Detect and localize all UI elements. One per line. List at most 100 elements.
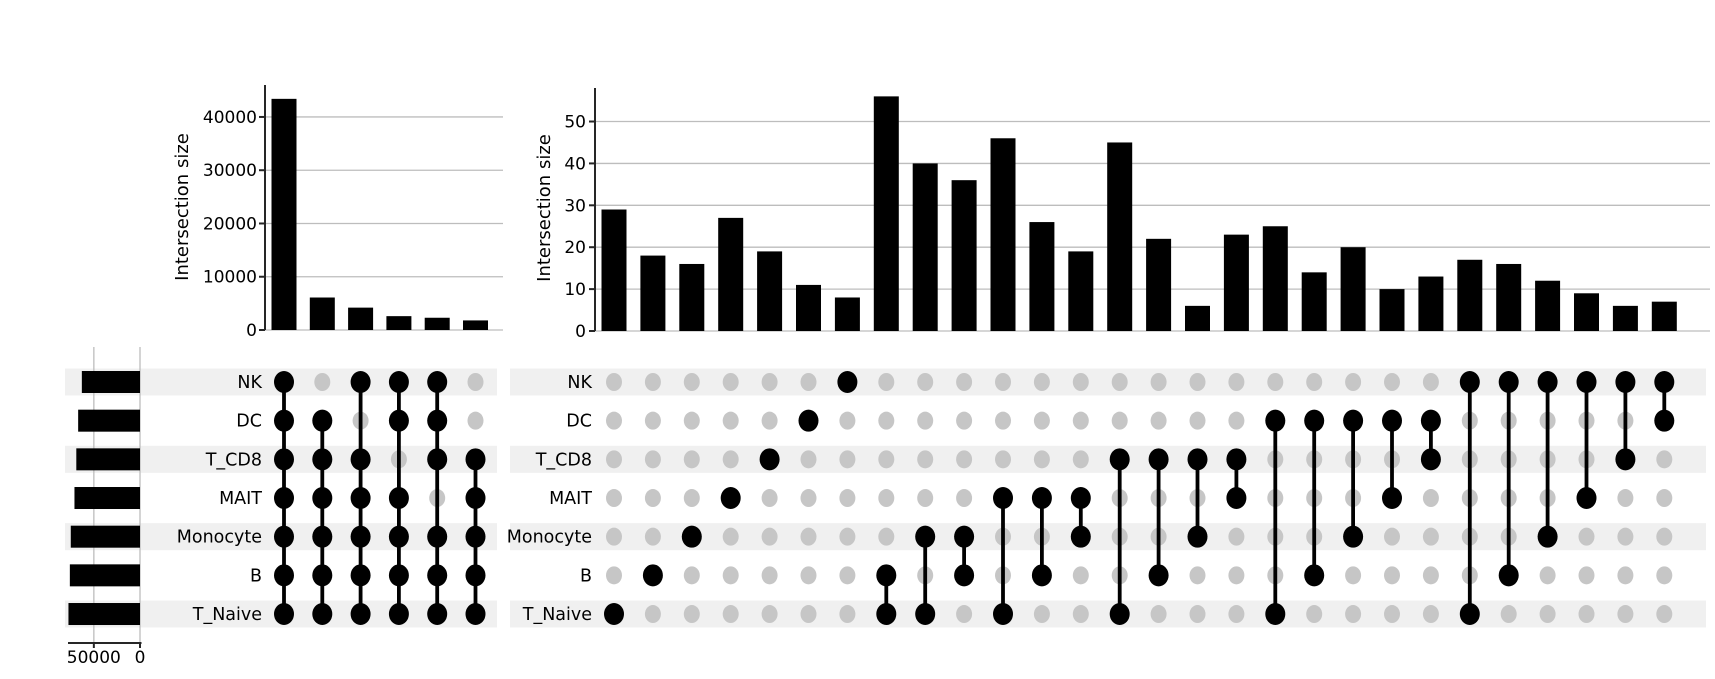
matrix-dot-active: [388, 564, 409, 587]
matrix-dot-inactive: [722, 605, 739, 624]
matrix-dot-active: [1226, 448, 1247, 471]
intersection-bar: [834, 297, 860, 331]
matrix-dot-inactive: [1150, 411, 1167, 430]
matrix-dot-inactive: [761, 566, 778, 585]
matrix-dot-inactive: [995, 411, 1011, 430]
matrix-dot-inactive: [1500, 605, 1517, 624]
matrix-dot-active: [798, 409, 819, 432]
matrix-dot-inactive: [1228, 605, 1245, 624]
matrix-dot-active: [759, 448, 780, 471]
matrix-dot-active: [350, 564, 371, 587]
intersection-bar: [1574, 293, 1599, 331]
matrix-dot-inactive: [1656, 489, 1673, 508]
matrix-dot-active: [1031, 487, 1052, 510]
matrix-dot-active: [1109, 603, 1130, 626]
matrix-dot-active: [1187, 525, 1208, 548]
matrix-dot-inactive: [878, 373, 895, 391]
set-label: B: [580, 566, 592, 586]
intersection-bar: [951, 180, 977, 331]
matrix-dot-inactive: [1033, 411, 1050, 430]
set-label: B: [250, 566, 262, 586]
matrix-dot-inactive: [1384, 566, 1400, 585]
matrix-dot-active: [993, 487, 1013, 510]
set-size-bar: [78, 409, 140, 432]
matrix-dot-inactive: [761, 411, 778, 430]
matrix-dot-inactive: [606, 411, 622, 430]
matrix-dot-active: [1459, 603, 1480, 626]
intersection-bar: [1340, 247, 1366, 331]
y-tick-label: 50: [564, 113, 586, 133]
matrix-dot-inactive: [800, 450, 817, 469]
matrix-dot-active: [465, 603, 486, 626]
set-size-tick-label: 50000: [67, 648, 121, 668]
matrix-dot-active: [1382, 487, 1402, 510]
matrix-dot-inactive: [1422, 373, 1439, 391]
matrix-dot-inactive: [644, 411, 661, 430]
matrix-dot-active: [1070, 487, 1091, 510]
set-label: MAIT: [549, 489, 592, 509]
matrix-dot-inactive: [917, 450, 934, 469]
matrix-dot-inactive: [1578, 605, 1595, 624]
matrix-dot-inactive: [839, 605, 856, 624]
intersection-bar: [1185, 305, 1210, 331]
matrix-dot-active: [1187, 448, 1208, 471]
matrix-dot-inactive: [606, 489, 622, 508]
matrix-dot-inactive: [1539, 566, 1556, 585]
matrix-dot-active: [954, 564, 975, 587]
matrix-dot-active: [1382, 409, 1402, 432]
matrix-dot-inactive: [1228, 411, 1245, 430]
matrix-dot-inactive: [839, 527, 856, 546]
matrix-dot-active: [1031, 564, 1052, 587]
matrix-dot-inactive: [722, 411, 739, 430]
matrix-dot-active: [1420, 448, 1441, 471]
set-label: DC: [236, 412, 262, 432]
matrix-dot-inactive: [467, 373, 484, 391]
set-size-bar: [69, 564, 140, 587]
y-axis-label: Intersection size: [534, 134, 555, 282]
matrix-dot-active: [1420, 409, 1441, 432]
matrix-dot-inactive: [644, 605, 661, 624]
set-size-bar: [76, 448, 140, 471]
matrix-dot-active: [312, 409, 333, 432]
matrix-dot-inactive: [839, 450, 856, 469]
matrix-dot-inactive: [1617, 566, 1634, 585]
matrix-dot-inactive: [839, 566, 856, 585]
matrix-dot-inactive: [644, 450, 661, 469]
matrix-dot-inactive: [1189, 373, 1206, 391]
y-tick-label: 30000: [203, 161, 257, 181]
matrix-dot-active: [427, 371, 448, 393]
matrix-dot-inactive: [722, 566, 739, 585]
set-size-tick-label: 0: [135, 648, 146, 668]
intersection-bar: [348, 307, 374, 330]
matrix-dot-inactive: [1306, 605, 1323, 624]
matrix-dot-active: [465, 448, 486, 471]
matrix-dot-inactive: [1617, 605, 1634, 624]
matrix-dot-inactive: [956, 489, 973, 508]
y-tick-label: 0: [246, 321, 257, 341]
matrix-dot-inactive: [606, 450, 622, 469]
matrix-dot-active: [274, 409, 294, 432]
matrix-dot-active: [915, 525, 936, 548]
matrix-dot-active: [274, 487, 294, 510]
matrix-dot-inactive: [683, 566, 700, 585]
matrix-dot-inactive: [606, 527, 622, 546]
matrix-dot-inactive: [800, 373, 817, 391]
matrix-dot-inactive: [995, 373, 1011, 391]
intersection-bar: [1612, 305, 1638, 331]
intersection-bar: [640, 255, 666, 331]
matrix-dot-active: [388, 409, 409, 432]
matrix-dot-active: [388, 371, 409, 393]
matrix-dot-inactive: [1072, 373, 1089, 391]
matrix-dot-active: [1654, 409, 1675, 432]
intersection-bar: [271, 98, 297, 330]
intersection-bar: [1418, 276, 1444, 331]
matrix-dot-inactive: [1072, 566, 1089, 585]
intersection-bar: [1651, 301, 1677, 331]
matrix-dot-inactive: [722, 527, 739, 546]
intersection-bar: [1262, 226, 1288, 331]
matrix-dot-inactive: [683, 411, 700, 430]
matrix-dot-active: [1265, 603, 1286, 626]
matrix-dot-inactive: [1539, 605, 1556, 624]
